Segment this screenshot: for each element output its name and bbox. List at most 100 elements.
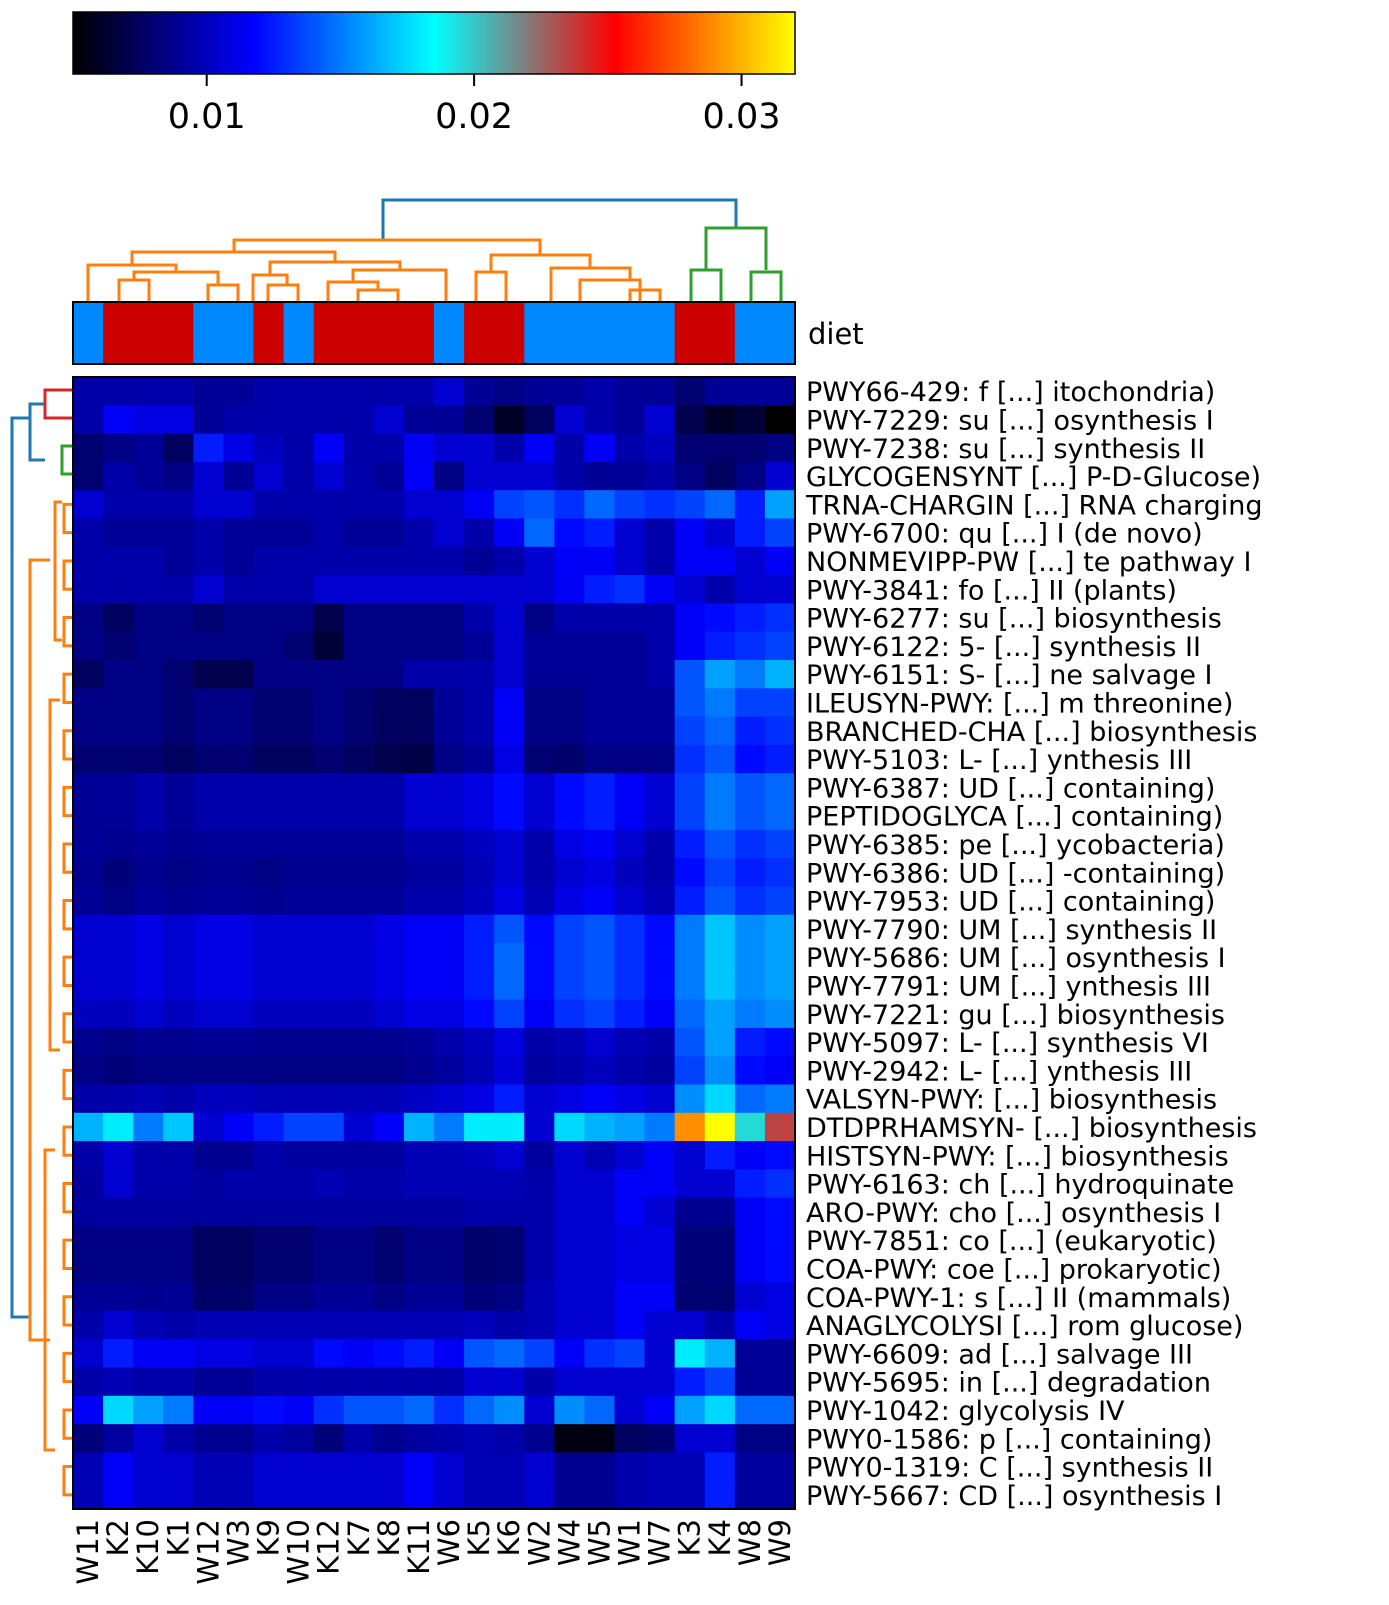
heatmap-cell bbox=[313, 744, 345, 774]
heatmap-cell bbox=[73, 943, 104, 972]
heatmap-cell bbox=[253, 1424, 285, 1453]
heatmap-cell bbox=[434, 1367, 465, 1397]
heatmap-cell bbox=[434, 1027, 465, 1057]
heatmap-cell bbox=[524, 461, 555, 491]
heatmap-cell bbox=[554, 490, 586, 520]
heatmap-cell bbox=[614, 688, 646, 718]
heatmap-cell bbox=[103, 1112, 134, 1142]
heatmap-cell bbox=[614, 773, 646, 803]
heatmap-cell bbox=[283, 490, 315, 520]
heatmap-cell bbox=[704, 1027, 736, 1057]
column-label: W1 bbox=[613, 1519, 647, 1566]
heatmap-cell bbox=[283, 858, 315, 887]
heatmap-cell bbox=[223, 1141, 255, 1170]
heatmap-cell bbox=[434, 1226, 465, 1255]
heatmap-cell bbox=[73, 1197, 104, 1227]
heatmap-cell bbox=[554, 660, 586, 689]
diet-cell bbox=[674, 302, 706, 364]
heatmap-cell bbox=[704, 1084, 736, 1114]
heatmap-cell bbox=[163, 914, 194, 944]
heatmap-cell bbox=[734, 1084, 766, 1114]
heatmap-cell bbox=[674, 1197, 706, 1227]
heatmap-cell bbox=[163, 1112, 194, 1142]
heatmap-cell bbox=[554, 1339, 586, 1369]
heatmap-cell bbox=[584, 1339, 616, 1369]
row-dendro-leaf-link bbox=[62, 559, 73, 591]
heatmap-cell bbox=[253, 631, 285, 661]
heatmap-cell bbox=[734, 716, 766, 746]
heatmap-cell bbox=[764, 518, 796, 548]
heatmap-cell bbox=[434, 1395, 465, 1425]
column-label: W8 bbox=[733, 1519, 767, 1566]
heatmap-cell bbox=[283, 660, 315, 689]
heatmap-cell bbox=[343, 1197, 375, 1227]
heatmap-cell bbox=[674, 1452, 706, 1482]
row-dendro-orange-top bbox=[53, 500, 62, 642]
heatmap-cell bbox=[403, 1197, 435, 1227]
heatmap-cell bbox=[644, 744, 676, 774]
heatmap-cell bbox=[193, 518, 225, 548]
heatmap-cell bbox=[764, 603, 796, 633]
heatmap-cell bbox=[73, 405, 104, 435]
heatmap-cell bbox=[764, 1339, 796, 1369]
heatmap-cell bbox=[253, 688, 285, 718]
heatmap-cell bbox=[283, 546, 315, 576]
heatmap-cell bbox=[373, 1395, 405, 1425]
heatmap-cell bbox=[253, 1056, 285, 1086]
heatmap-cell bbox=[764, 914, 796, 944]
heatmap-cell bbox=[253, 433, 285, 463]
heatmap-cell bbox=[584, 1424, 616, 1453]
heatmap-cell bbox=[644, 405, 676, 435]
heatmap-cell bbox=[133, 1226, 164, 1255]
heatmap-cell bbox=[704, 377, 736, 406]
heatmap-cell bbox=[133, 603, 164, 633]
heatmap-cell bbox=[403, 716, 435, 746]
heatmap-cell bbox=[253, 575, 285, 604]
heatmap-cell bbox=[403, 518, 435, 548]
diet-cell bbox=[614, 302, 646, 364]
diet-cell bbox=[223, 302, 255, 364]
heatmap-cell bbox=[193, 461, 225, 491]
heatmap-cell bbox=[283, 377, 315, 406]
heatmap-cell bbox=[403, 631, 435, 661]
heatmap-cell bbox=[434, 716, 465, 746]
col-dendro-orange-b bbox=[132, 270, 220, 285]
diet-cell bbox=[73, 302, 104, 364]
heatmap-cell bbox=[674, 1226, 706, 1255]
heatmap-cell bbox=[704, 490, 736, 520]
heatmap-cell bbox=[614, 858, 646, 887]
heatmap-cell bbox=[554, 1141, 586, 1170]
heatmap-cell bbox=[674, 1141, 706, 1170]
heatmap-cell bbox=[704, 801, 736, 831]
heatmap-cell bbox=[133, 858, 164, 887]
heatmap-cell bbox=[554, 744, 586, 774]
heatmap-cell bbox=[373, 858, 405, 887]
heatmap-cell bbox=[524, 433, 555, 463]
heatmap-cell bbox=[283, 1310, 315, 1340]
heatmap-cell bbox=[283, 744, 315, 774]
heatmap-cell bbox=[193, 1480, 225, 1510]
heatmap-cell bbox=[223, 999, 255, 1029]
heatmap-cell bbox=[614, 1339, 646, 1369]
heatmap-cell bbox=[704, 886, 736, 916]
heatmap-cell bbox=[644, 688, 676, 718]
heatmap-cell bbox=[644, 1112, 676, 1142]
heatmap-cell bbox=[403, 405, 435, 435]
heatmap-cell bbox=[734, 971, 766, 1001]
heatmap-cell bbox=[73, 1480, 104, 1510]
heatmap-cell bbox=[343, 1480, 375, 1510]
diet-cell bbox=[313, 302, 345, 364]
heatmap-cell bbox=[103, 546, 134, 576]
heatmap-cell bbox=[163, 1424, 194, 1453]
row-dendro-orange-mid bbox=[48, 698, 60, 1052]
heatmap-cell bbox=[223, 518, 255, 548]
heatmap-cell bbox=[584, 886, 616, 916]
heatmap-cell bbox=[584, 1452, 616, 1482]
heatmap-cell bbox=[403, 1367, 435, 1397]
heatmap-cell bbox=[614, 1480, 646, 1510]
row-dendro-leaf-link bbox=[62, 1125, 73, 1157]
heatmap-cell bbox=[73, 660, 104, 689]
heatmap-cell bbox=[674, 999, 706, 1029]
heatmap-cell bbox=[644, 1169, 676, 1199]
heatmap-cell bbox=[434, 1056, 465, 1086]
